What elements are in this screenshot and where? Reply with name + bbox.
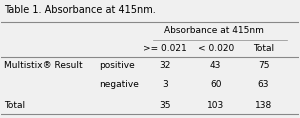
Text: 60: 60 (210, 80, 221, 89)
Text: 32: 32 (159, 61, 171, 70)
Text: positive: positive (99, 61, 135, 70)
Text: 138: 138 (255, 101, 272, 110)
Text: 63: 63 (258, 80, 269, 89)
Text: Multistix® Result: Multistix® Result (4, 61, 82, 70)
Text: Total: Total (4, 101, 25, 110)
Text: >= 0.021: >= 0.021 (143, 44, 187, 53)
Text: 3: 3 (162, 80, 168, 89)
Text: Total: Total (253, 44, 274, 53)
Text: 35: 35 (159, 101, 171, 110)
Text: < 0.020: < 0.020 (198, 44, 234, 53)
Text: 43: 43 (210, 61, 221, 70)
Text: Absorbance at 415nm: Absorbance at 415nm (164, 26, 264, 35)
Text: 75: 75 (258, 61, 269, 70)
Text: Table 1. Absorbance at 415nm.: Table 1. Absorbance at 415nm. (4, 5, 155, 15)
Text: negative: negative (99, 80, 139, 89)
Text: 103: 103 (207, 101, 224, 110)
